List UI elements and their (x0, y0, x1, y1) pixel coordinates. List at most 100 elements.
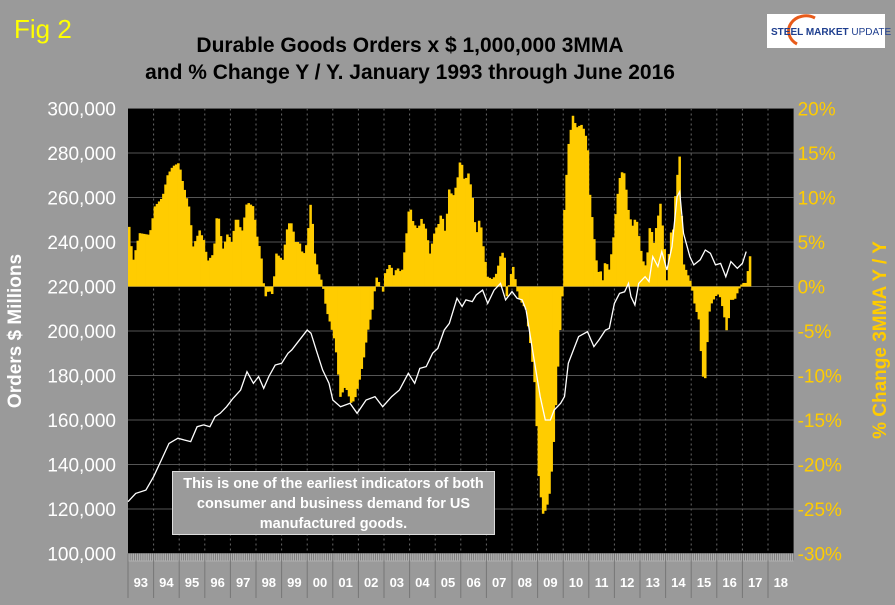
pct-change-bar (490, 278, 494, 287)
pct-change-bar (654, 228, 658, 287)
pct-change-bar (364, 286, 368, 343)
chart-title: Durable Goods Orders x $ 1,000,000 3MMA … (110, 32, 710, 86)
pct-change-bar (556, 286, 560, 367)
pct-change-bar (416, 227, 419, 287)
pct-change-bar (362, 286, 366, 358)
pct-change-bar (657, 215, 660, 287)
pct-change-bar (601, 280, 605, 287)
pct-change-bar (475, 232, 479, 287)
pct-change-bar (443, 230, 447, 287)
pct-change-bar (448, 189, 451, 287)
pct-change-bar (708, 286, 711, 312)
pct-change-bar (307, 228, 310, 287)
pct-change-bar (452, 195, 455, 287)
pct-change-bar (748, 256, 752, 287)
pct-change-bar (411, 221, 415, 287)
pct-change-bar (614, 214, 617, 287)
pct-change-bar (311, 223, 314, 287)
pct-change-bar (181, 180, 184, 287)
y-left-tick-label: 180,000 (47, 367, 116, 388)
pct-change-bar (524, 286, 528, 310)
pct-change-bar (539, 286, 543, 498)
pct-change-bar (251, 206, 255, 287)
pct-change-bar (439, 215, 442, 287)
pct-change-bar (582, 128, 585, 287)
pct-change-bar (492, 277, 496, 287)
pct-change-bar (695, 286, 698, 313)
pct-change-bar (157, 201, 161, 287)
pct-change-bar (356, 286, 359, 389)
pct-change-bar (168, 171, 172, 287)
pct-change-bar (418, 225, 421, 287)
pct-change-bar (407, 211, 410, 287)
pct-change-bar (631, 225, 634, 287)
pct-change-bar (590, 217, 594, 287)
pct-change-bar (273, 276, 276, 287)
pct-change-bar (509, 274, 513, 287)
pct-change-bar (716, 286, 720, 295)
figure-label: Fig 2 (14, 14, 72, 44)
pct-change-bar (561, 286, 564, 297)
x-tick-label: 94 (159, 575, 174, 590)
pct-change-bar (256, 236, 259, 287)
pct-change-bar (396, 268, 400, 287)
pct-change-bar (477, 220, 481, 287)
pct-change-bar (746, 271, 750, 287)
pct-change-bar (339, 286, 342, 397)
pct-change-bar (565, 174, 568, 287)
pct-change-bar (155, 203, 159, 287)
pct-change-bar (635, 221, 639, 287)
annotation-line: consumer and business demand for US (196, 496, 471, 512)
pct-change-bar (238, 227, 242, 287)
pct-change-bar (268, 286, 272, 292)
pct-change-bar (424, 228, 428, 287)
pct-change-bar (520, 286, 524, 303)
pct-change-bar (691, 286, 694, 291)
pct-change-bar (189, 225, 193, 287)
pct-change-bar (465, 177, 468, 287)
pct-change-bar (499, 256, 502, 287)
pct-change-bar (196, 235, 199, 287)
pct-change-bar (305, 245, 308, 287)
chart-title-line-2: and % Change Y / Y. January 1993 through… (145, 61, 675, 84)
pct-change-bar (537, 286, 541, 477)
pct-change-bar (558, 286, 562, 331)
y-left-tick-label: 240,000 (47, 233, 116, 254)
pct-change-bar (354, 286, 357, 398)
pct-change-bar (445, 213, 449, 287)
pct-change-bar (522, 286, 526, 307)
pct-change-bar (441, 218, 445, 287)
pct-change-bar (405, 233, 408, 287)
y-right-tick-label: 10% (798, 189, 836, 210)
pct-change-bar (341, 286, 344, 393)
x-tick-label: 17 (748, 575, 762, 590)
pct-change-bar (665, 280, 669, 287)
y-right-tick-label: 5% (798, 233, 826, 254)
pct-change-bar (526, 286, 530, 327)
pct-change-bar (243, 217, 246, 287)
pct-change-bar (733, 286, 737, 299)
pct-change-bar (330, 286, 334, 330)
pct-change-bar (471, 197, 474, 287)
pct-change-bar (507, 285, 511, 287)
pct-change-bar (563, 209, 566, 287)
pct-change-bar (505, 286, 509, 297)
pct-change-bar (302, 253, 306, 287)
x-tick-label: 16 (722, 575, 736, 590)
pct-change-bar (723, 286, 726, 318)
pct-change-bar (226, 234, 229, 287)
x-tick-label: 02 (364, 575, 378, 590)
pct-change-bar (221, 248, 225, 287)
pct-change-bar (298, 243, 302, 287)
y-right-tick-label: -10% (798, 367, 842, 388)
pct-change-bar (704, 286, 707, 379)
pct-change-bar (266, 286, 270, 292)
pct-change-bar (573, 123, 577, 287)
pct-change-bar (488, 277, 492, 287)
pct-change-bar (390, 267, 393, 287)
annotation-line: This is one of the earliest indicators o… (183, 476, 484, 492)
pct-change-bar (652, 242, 656, 287)
pct-change-bar (450, 193, 453, 287)
pct-change-bar (366, 286, 370, 330)
